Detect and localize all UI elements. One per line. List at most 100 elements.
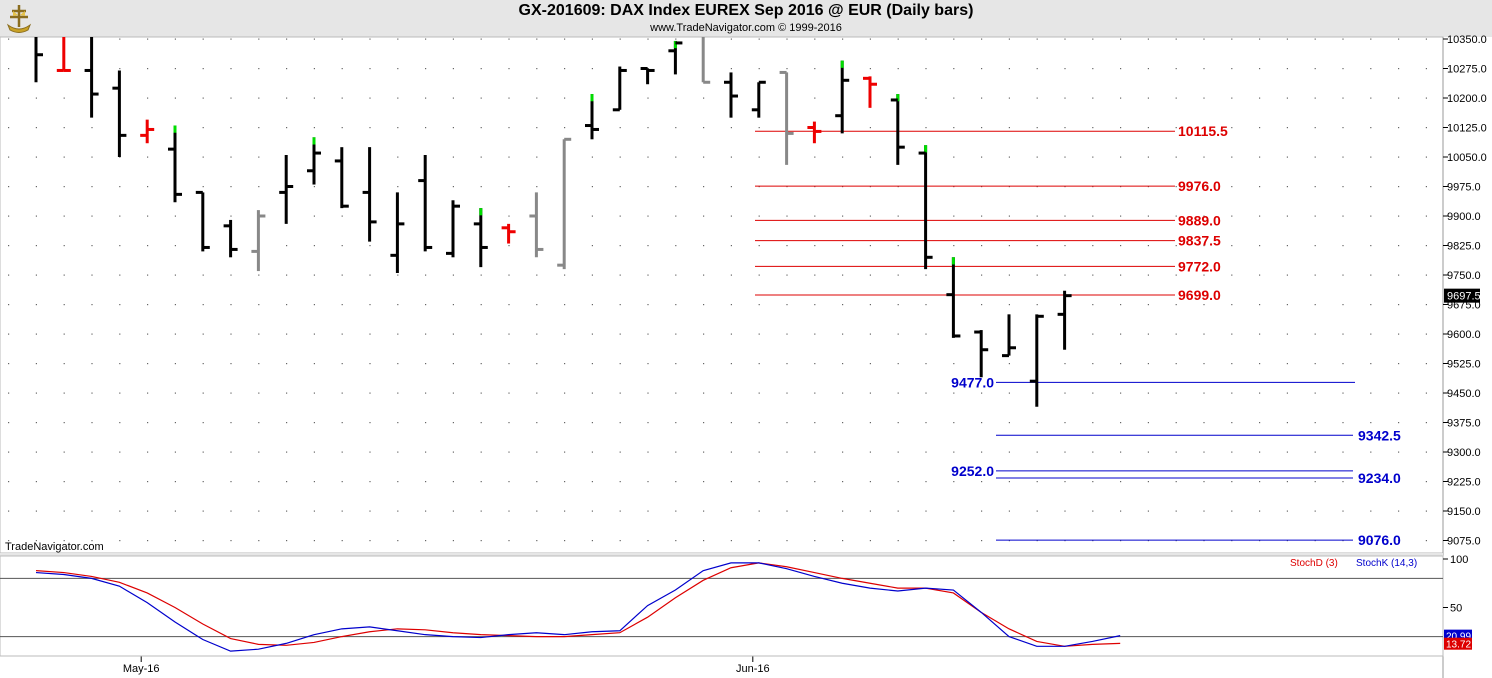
grid-dot bbox=[619, 156, 621, 158]
grid-dot bbox=[1286, 97, 1288, 99]
grid-dot bbox=[1286, 274, 1288, 276]
grid-dot bbox=[619, 451, 621, 453]
grid-dot bbox=[425, 392, 427, 394]
grid-dot bbox=[925, 451, 927, 453]
tradenavigator-ship-logo-icon bbox=[6, 5, 32, 33]
grid-dot bbox=[341, 127, 343, 129]
grid-dot bbox=[174, 481, 176, 483]
grid-dot bbox=[814, 510, 816, 512]
grid-dot bbox=[758, 38, 760, 40]
grid-dot bbox=[1064, 363, 1066, 365]
grid-dot bbox=[536, 333, 538, 335]
grid-dot bbox=[1425, 510, 1427, 512]
grid-dot bbox=[1398, 510, 1400, 512]
grid-dot bbox=[1064, 274, 1066, 276]
grid-dot bbox=[1231, 481, 1233, 483]
grid-dot bbox=[786, 392, 788, 394]
stochd-legend: StochD (3) bbox=[1290, 558, 1338, 569]
grid-dot bbox=[341, 38, 343, 40]
grid-dot bbox=[1398, 68, 1400, 70]
grid-dot bbox=[1036, 510, 1038, 512]
grid-dot bbox=[1370, 510, 1372, 512]
grid-dot bbox=[119, 215, 121, 217]
grid-dot bbox=[202, 510, 204, 512]
grid-dot bbox=[119, 333, 121, 335]
grid-dot bbox=[202, 156, 204, 158]
brand-label: TradeNavigator.com bbox=[5, 541, 104, 553]
grid-dot bbox=[1398, 274, 1400, 276]
grid-dot bbox=[1259, 156, 1261, 158]
grid-dot bbox=[675, 422, 677, 424]
grid-dot bbox=[675, 363, 677, 365]
grid-dot bbox=[619, 363, 621, 365]
grid-dot bbox=[202, 392, 204, 394]
grid-dot bbox=[647, 481, 649, 483]
grid-dot bbox=[452, 127, 454, 129]
grid-dot bbox=[953, 392, 955, 394]
grid-dot bbox=[675, 451, 677, 453]
grid-dot bbox=[1008, 156, 1010, 158]
grid-dot bbox=[981, 127, 983, 129]
grid-dot bbox=[202, 304, 204, 306]
grid-dot bbox=[63, 333, 65, 335]
grid-dot bbox=[1259, 186, 1261, 188]
grid-dot bbox=[647, 38, 649, 40]
grid-dot bbox=[508, 38, 510, 40]
grid-dot bbox=[953, 481, 955, 483]
grid-dot bbox=[758, 215, 760, 217]
grid-dot bbox=[397, 451, 399, 453]
grid-dot bbox=[1147, 274, 1149, 276]
grid-dot bbox=[564, 68, 566, 70]
grid-dot bbox=[91, 392, 93, 394]
grid-dot bbox=[897, 304, 899, 306]
grid-dot bbox=[369, 127, 371, 129]
grid-dot bbox=[1008, 97, 1010, 99]
grid-dot bbox=[8, 97, 10, 99]
grid-dot bbox=[258, 38, 260, 40]
grid-dot bbox=[536, 304, 538, 306]
grid-dot bbox=[647, 245, 649, 247]
grid-dot bbox=[341, 215, 343, 217]
grid-dot bbox=[591, 540, 593, 542]
grid-dot bbox=[981, 510, 983, 512]
grid-dot bbox=[230, 451, 232, 453]
grid-dot bbox=[1092, 304, 1094, 306]
grid-dot bbox=[925, 304, 927, 306]
grid-dot bbox=[814, 97, 816, 99]
grid-dot bbox=[8, 215, 10, 217]
grid-dot bbox=[897, 333, 899, 335]
ohlc-bar bbox=[835, 60, 850, 134]
support-label: 9252.0 bbox=[951, 463, 994, 479]
grid-dot bbox=[1370, 245, 1372, 247]
grid-dot bbox=[981, 245, 983, 247]
grid-dot bbox=[1092, 68, 1094, 70]
grid-dot bbox=[869, 540, 871, 542]
grid-dot bbox=[591, 274, 593, 276]
grid-dot bbox=[675, 510, 677, 512]
grid-dot bbox=[703, 97, 705, 99]
grid-dot bbox=[1398, 540, 1400, 542]
grid-dot bbox=[230, 38, 232, 40]
ohlc-bar bbox=[501, 223, 516, 244]
grid-dot bbox=[925, 422, 927, 424]
grid-dot bbox=[174, 97, 176, 99]
grid-dot bbox=[91, 510, 93, 512]
grid-dot bbox=[1370, 38, 1372, 40]
grid-dot bbox=[1259, 451, 1261, 453]
grid-dot bbox=[1036, 127, 1038, 129]
grid-dot bbox=[536, 68, 538, 70]
grid-dot bbox=[758, 333, 760, 335]
grid-dot bbox=[1175, 97, 1177, 99]
grid-dot bbox=[397, 392, 399, 394]
grid-dot bbox=[480, 333, 482, 335]
grid-dot bbox=[758, 540, 760, 542]
grid-dot bbox=[758, 245, 760, 247]
grid-dot bbox=[1231, 304, 1233, 306]
grid-dot bbox=[258, 68, 260, 70]
grid-dot bbox=[647, 304, 649, 306]
price-tick-label: 9075.0 bbox=[1447, 536, 1481, 548]
grid-dot bbox=[1203, 274, 1205, 276]
grid-dot bbox=[1092, 274, 1094, 276]
grid-dot bbox=[786, 215, 788, 217]
grid-dot bbox=[1231, 38, 1233, 40]
